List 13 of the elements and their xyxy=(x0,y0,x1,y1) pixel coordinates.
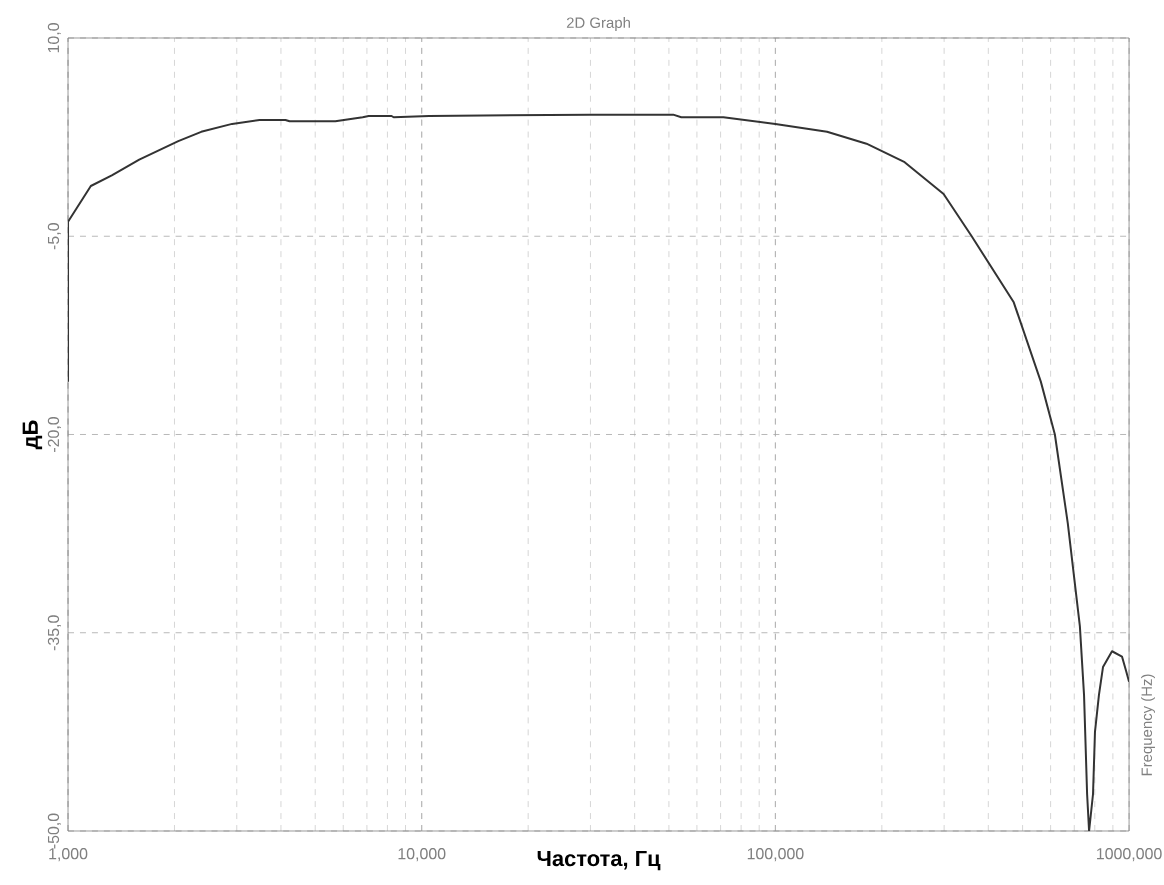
y-tick-label: -5,0 xyxy=(47,223,61,250)
x-tick-label: 100,000 xyxy=(747,848,804,862)
x-tick-label: 10,000 xyxy=(398,848,446,862)
x-tick-label: 1000,000 xyxy=(1097,848,1162,862)
x-tick-label: 1,000 xyxy=(49,848,88,862)
y-tick-label: -35,0 xyxy=(47,615,61,651)
y-tick-label: -20,0 xyxy=(47,416,61,452)
y-axis-title: дБ xyxy=(22,420,43,450)
x-axis-title: Частота, Гц xyxy=(537,850,661,871)
chart-title: 2D Graph xyxy=(566,17,630,31)
y-tick-label: -50,0 xyxy=(47,813,61,849)
text: Frequency (Hz) xyxy=(1141,674,1155,776)
y-tick-label: 10,0 xyxy=(47,23,61,53)
